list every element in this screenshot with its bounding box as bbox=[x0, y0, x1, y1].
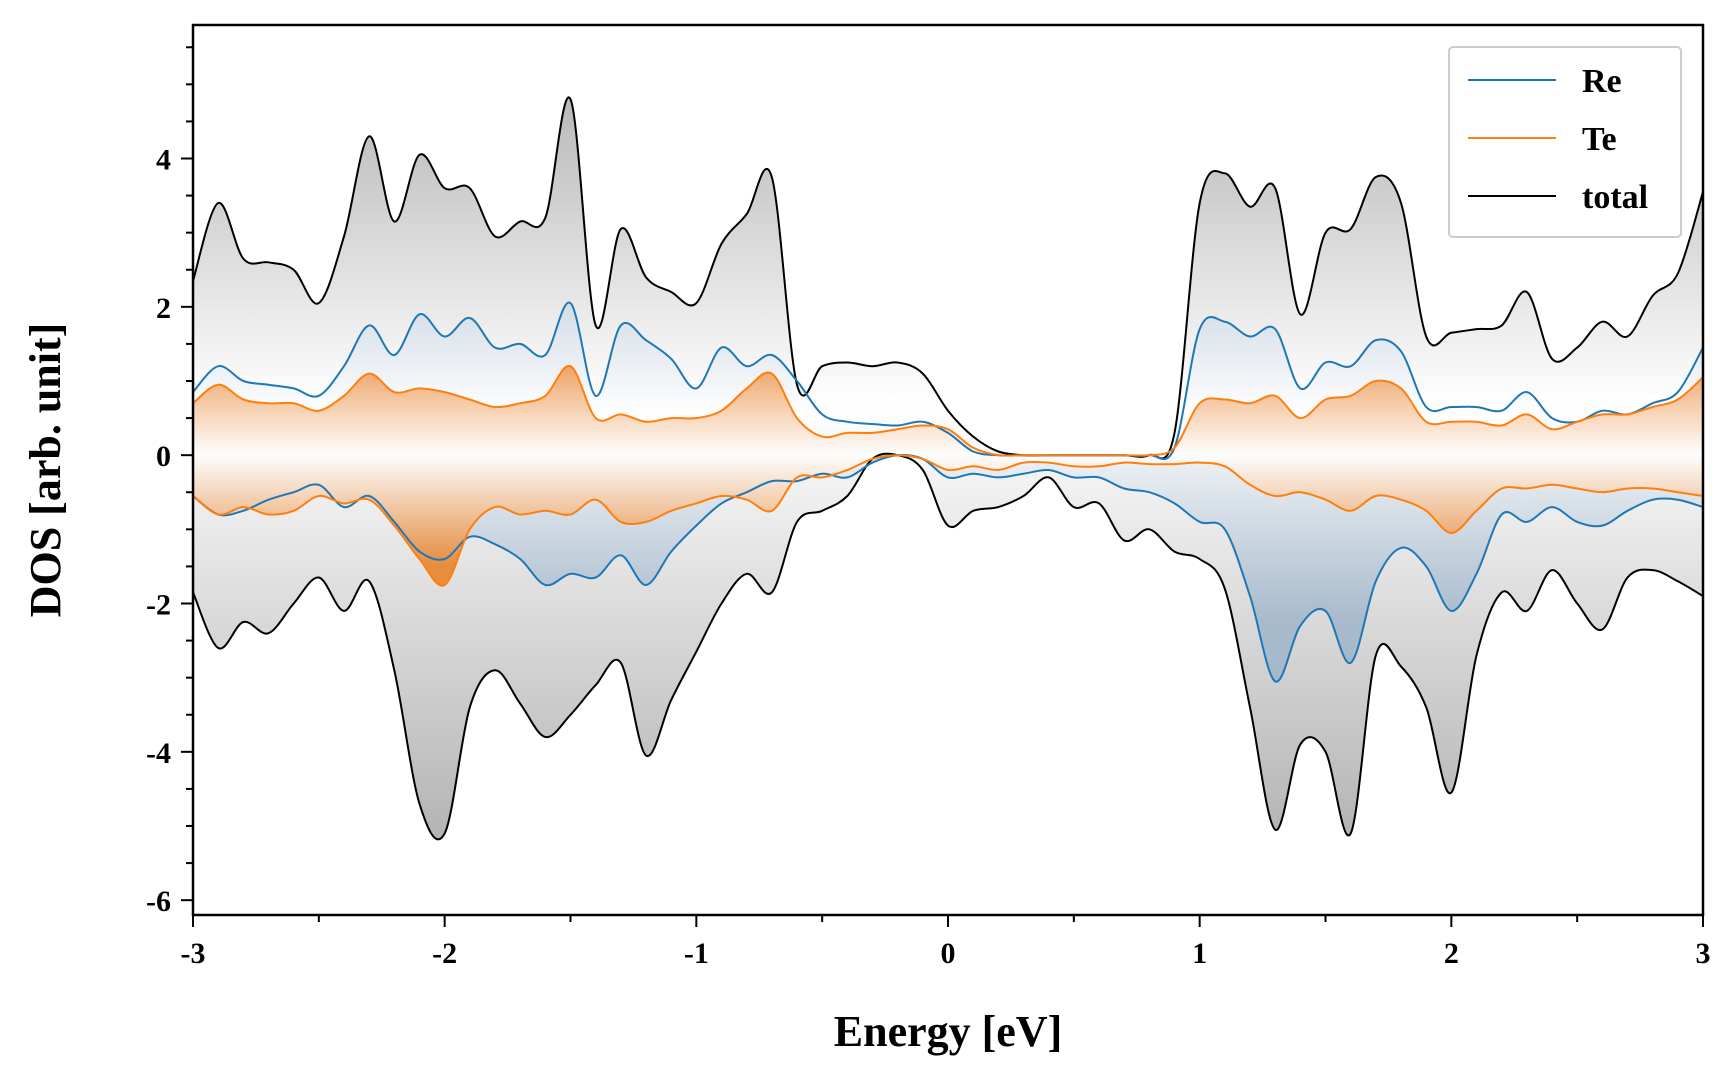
y-axis-title: DOS [arb. unit] bbox=[21, 323, 70, 618]
legend: Re Te total bbox=[1448, 46, 1682, 238]
y-tick-label: 2 bbox=[156, 292, 171, 325]
te-dos-line-up bbox=[193, 365, 1703, 457]
y-tick-label: -4 bbox=[146, 737, 171, 770]
axis-tick-labels: -3 -2 -1 0 1 2 3 -6 -4 -2 0 2 4 bbox=[146, 144, 1711, 971]
y-tick-label: 4 bbox=[156, 144, 171, 177]
plot-frame bbox=[191, 23, 1705, 917]
legend-label-re: Re bbox=[1582, 63, 1622, 100]
legend-label-total: total bbox=[1582, 179, 1648, 216]
x-axis-title: Energy [eV] bbox=[834, 1007, 1063, 1056]
y-tick-label: -2 bbox=[146, 589, 171, 622]
legend-label-te: Te bbox=[1582, 121, 1617, 158]
x-tick-label: 2 bbox=[1444, 937, 1459, 970]
x-tick-label: -3 bbox=[181, 937, 206, 970]
y-tick-label: -6 bbox=[146, 885, 171, 918]
axis-ticks bbox=[181, 46, 1704, 927]
x-tick-label: 0 bbox=[941, 937, 956, 970]
te-dos-fill bbox=[193, 365, 1703, 586]
re-dos-line-up bbox=[193, 301, 1703, 461]
legend-box bbox=[1448, 46, 1682, 238]
y-tick-label: 0 bbox=[156, 440, 171, 473]
x-tick-label: 3 bbox=[1696, 937, 1711, 970]
x-tick-label: -1 bbox=[684, 937, 709, 970]
re-dos-line-down bbox=[193, 453, 1703, 683]
te-dos-line-down bbox=[193, 454, 1703, 587]
total-dos-line-up bbox=[193, 96, 1703, 460]
total-dos-line-down bbox=[193, 452, 1703, 841]
x-tick-label: -2 bbox=[432, 937, 457, 970]
x-tick-label: 1 bbox=[1192, 937, 1207, 970]
